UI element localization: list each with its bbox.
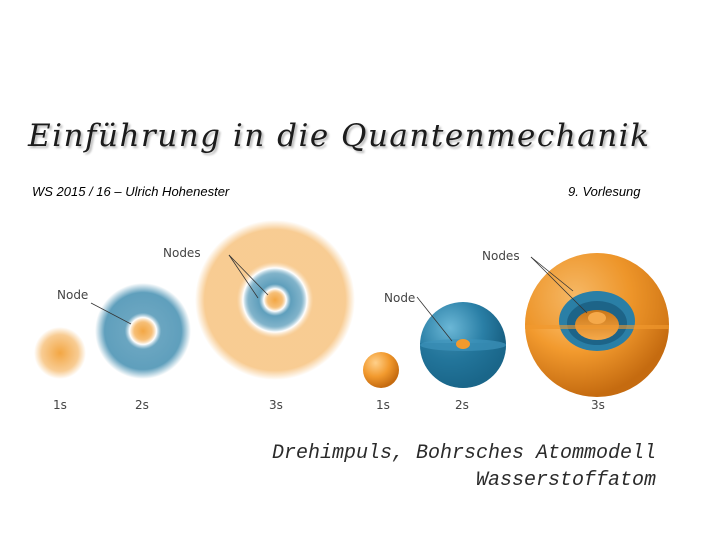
cloud-1s (34, 327, 86, 379)
node-label-left: Node (57, 288, 88, 302)
orbital-label-2s-left: 2s (135, 398, 149, 412)
node-label-right: Node (384, 291, 415, 305)
topic-line-1: Drehimpuls, Bohrsches Atommodell (271, 442, 656, 465)
node-leader-line (90, 302, 132, 325)
sphere-3s (525, 253, 669, 397)
node-leader-line-right (416, 296, 453, 342)
sphere-2s (420, 302, 506, 388)
lecture-topic: Drehimpuls, Bohrsches Atommodell Wassers… (180, 440, 656, 494)
lecture-number: 9. Vorlesung (568, 184, 641, 199)
orbital-label-3s-left: 3s (269, 398, 283, 412)
course-info: WS 2015 / 16 – Ulrich Hohenester (32, 184, 230, 199)
cloud-2s (95, 283, 191, 379)
cloud-3s (195, 220, 355, 380)
nodes-leader-line-right-2 (530, 256, 588, 314)
orbital-label-2s-right: 2s (455, 398, 469, 412)
nodes-leader-line-2 (228, 254, 259, 299)
orbital-label-1s-right: 1s (376, 398, 390, 412)
sphere-1s (363, 352, 399, 388)
orbital-label-3s-right: 3s (591, 398, 605, 412)
nodes-label-left: Nodes (163, 246, 201, 260)
nodes-leader-line-1 (228, 254, 269, 296)
orbital-label-1s-left: 1s (53, 398, 67, 412)
nodes-leader-line-right-1 (530, 256, 574, 292)
topic-line-2: Wasserstoffatom (475, 469, 656, 492)
nodes-label-right: Nodes (482, 249, 520, 263)
hydrogen-orbitals-figure: Node Nodes 1s 2s 3s Node (34, 220, 669, 412)
slide-title: Einführung in die Quantenmechanik (28, 118, 651, 154)
